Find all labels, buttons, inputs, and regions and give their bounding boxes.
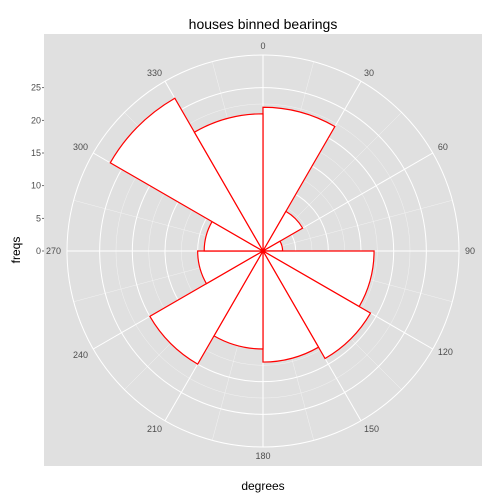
bar-wedge-30 <box>261 210 304 253</box>
angle-tick-label: 330 <box>147 68 162 78</box>
angle-tick-label: 300 <box>73 142 88 152</box>
r-tick-label: 10 <box>31 181 41 191</box>
grid-spoke-minor <box>262 200 453 252</box>
angle-tick-layer: 0 30 60 90 120 150 180 210 240 270 300 330 <box>46 41 475 461</box>
bar-wedge-150 <box>262 248 320 363</box>
angle-tick-label: 240 <box>73 350 88 360</box>
angle-tick-label: 270 <box>46 246 61 256</box>
angle-tick-label: 150 <box>364 424 379 434</box>
angle-tick-label: 120 <box>438 347 453 357</box>
r-tick-label: 25 <box>31 83 41 93</box>
bar-wedge-120 <box>261 249 372 360</box>
angle-tick-label: 210 <box>147 424 162 434</box>
bar-wedge-240 <box>197 250 266 285</box>
chart-title: houses binned bearings <box>189 16 338 32</box>
r-tick-label: 0 <box>36 246 41 256</box>
y-axis-title: freqs <box>9 237 23 264</box>
r-tick-label: 5 <box>36 213 41 223</box>
bar-wedge-210 <box>149 249 265 365</box>
angle-tick-label: 180 <box>255 451 270 461</box>
r-tick-layer: 0 5 10 15 20 25 <box>31 83 44 256</box>
r-tick-label: 20 <box>31 115 41 125</box>
bar-wedge-330 <box>193 113 264 254</box>
angle-tick-label: 0 <box>260 41 265 51</box>
x-axis-title: degrees <box>241 479 284 493</box>
bar-layer <box>109 97 375 365</box>
angle-tick-label: 30 <box>364 68 374 78</box>
bar-wedge-0 <box>262 106 336 254</box>
angle-tick-label: 60 <box>438 142 448 152</box>
bar-wedge-300 <box>109 97 265 253</box>
r-tick-label: 15 <box>31 148 41 158</box>
angle-tick-label: 90 <box>465 246 475 256</box>
